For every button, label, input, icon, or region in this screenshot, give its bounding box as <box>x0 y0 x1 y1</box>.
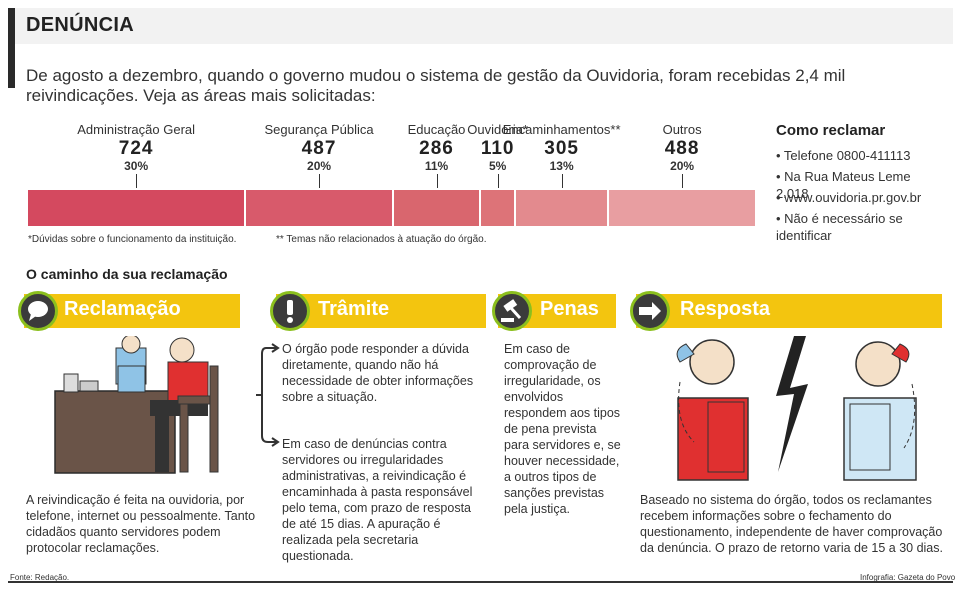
bar-tick <box>561 174 563 188</box>
percent-label: 5% <box>488 159 507 173</box>
gavel-icon <box>492 291 532 331</box>
value-label: 487 <box>301 138 337 159</box>
howto-item-address: • Na Rua Mateus Leme 2.018 <box>776 169 911 201</box>
header-bar <box>8 8 953 44</box>
category-label: Outros <box>662 122 702 137</box>
category-label: Encaminhamentos** <box>502 122 621 137</box>
phone-call-illustration <box>676 336 917 481</box>
bar-tick <box>682 174 684 188</box>
step-reclamacao-bar <box>24 294 240 328</box>
office-illustration <box>54 336 219 474</box>
category-label: Ouvidoria* <box>467 122 529 137</box>
percent-label: 13% <box>549 159 574 173</box>
howto-item-website: • www.ouvidoria.pr.gov.br <box>776 190 922 205</box>
category-label: Segurança Pública <box>264 122 374 137</box>
bar-segment-2 <box>393 190 480 226</box>
speech-bubble-icon <box>18 291 58 331</box>
step-tramite-title: Trâmite <box>318 298 390 320</box>
category-label: Educação <box>407 122 466 137</box>
bar-segment-4 <box>516 190 608 226</box>
step-resposta-text: Baseado no sistema do órgão, todos os re… <box>640 493 943 555</box>
source-credit: Fonte: Redação. <box>10 573 70 582</box>
branch-arrow-icon <box>256 343 280 447</box>
step-penas-title: Penas <box>540 298 599 320</box>
percent-label: 20% <box>670 159 695 173</box>
footnote-1: *Dúvidas sobre o funcionamento da instit… <box>28 234 237 245</box>
step-reclamacao-title: Reclamação <box>64 298 181 320</box>
page-title: DENÚNCIA <box>26 14 134 36</box>
header-accent <box>8 8 15 88</box>
howto-title: Como reclamar <box>776 122 886 139</box>
step-resposta-title: Resposta <box>680 298 771 320</box>
exclamation-icon <box>270 291 310 331</box>
howto-item-phone: • Telefone 0800-411113 <box>776 148 911 163</box>
path-title: O caminho da sua reclamação <box>26 266 228 282</box>
step-tramite-text-1: O órgão pode responder a dúvida diretame… <box>282 342 474 404</box>
value-label: 286 <box>419 138 454 159</box>
value-label: 488 <box>664 138 700 159</box>
step-tramite-bar <box>276 294 486 328</box>
value-label: 305 <box>544 138 579 159</box>
percent-label: 11% <box>424 159 449 173</box>
value-label: 110 <box>480 138 515 159</box>
bar-segment-0 <box>28 190 245 226</box>
step-reclamacao-text: A reivindicação é feita na ouvidoria, po… <box>26 493 256 555</box>
step-tramite-text-2: Em caso de denúncias contra servidores o… <box>282 437 473 563</box>
howto-item-anonymous: • Não é necessário se identificar <box>776 211 903 243</box>
step-penas-text: Em caso de comprovação de irregularidade… <box>504 342 621 516</box>
bar-tick <box>436 174 438 188</box>
footnote-2: ** Temas não relacionados à atuação do ó… <box>276 234 487 245</box>
intro-text: De agosto a dezembro, quando o governo m… <box>26 66 846 105</box>
bar-tick <box>497 174 499 188</box>
bar-segment-5 <box>609 190 755 226</box>
step-resposta-bar <box>636 294 942 328</box>
percent-label: 20% <box>307 159 332 173</box>
bar-segment-3 <box>481 190 515 226</box>
bottom-rule <box>8 581 953 583</box>
bar-segment-1 <box>246 190 392 226</box>
art-credit: Infografia: Gazeta do Povo <box>860 573 956 582</box>
category-label: Administração Geral <box>77 122 196 137</box>
arrow-right-icon <box>630 291 670 331</box>
percent-label: 30% <box>124 159 149 173</box>
bar-tick <box>319 174 321 188</box>
bar-tick <box>136 174 138 188</box>
value-label: 724 <box>118 138 154 159</box>
